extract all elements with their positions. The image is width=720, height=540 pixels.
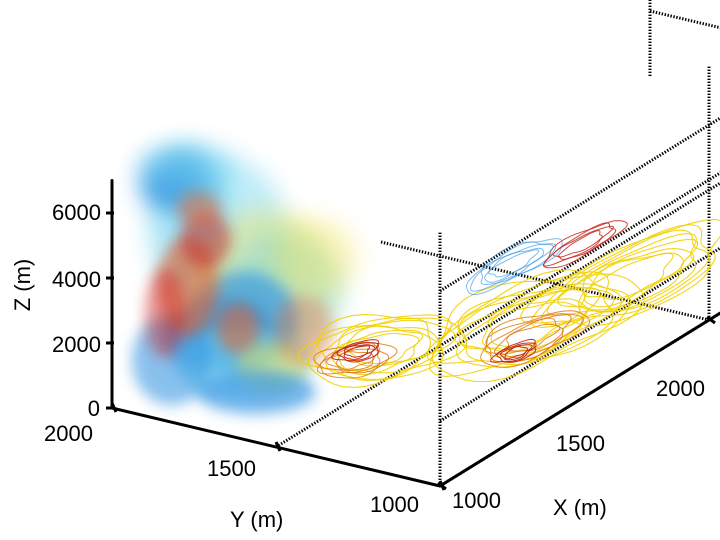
contour-line-5-0 <box>344 345 371 358</box>
contour-line-6-1 <box>499 344 533 361</box>
axis-lines <box>106 179 720 491</box>
x-tick-label-2: 2000 <box>656 376 705 401</box>
contour-line-6-2 <box>496 342 537 363</box>
ground-contours <box>297 218 720 388</box>
contour-line-2-2 <box>578 247 695 311</box>
y-tick-mark-1 <box>274 441 282 452</box>
z-axis-label: Z (m) <box>10 259 35 312</box>
contour-line-2-1 <box>583 252 685 308</box>
contour-line-7-3 <box>542 220 628 269</box>
contour-line-0-7 <box>429 269 632 377</box>
contour-line-2-4 <box>546 232 697 317</box>
z-tick-label-3: 6000 <box>52 200 101 225</box>
y-tick-mark-0 <box>110 402 118 413</box>
contour-line-2-5 <box>540 229 710 325</box>
back-wall-gridline-3 <box>439 116 720 293</box>
contour-line-0-5 <box>456 283 623 368</box>
plume-blob-18 <box>177 190 222 227</box>
plume-blob-14 <box>145 268 186 359</box>
contour-line-0-8 <box>431 273 645 383</box>
contour-line-8-3 <box>469 241 557 292</box>
contour-line-3-2 <box>484 314 572 359</box>
plume-blob-6 <box>268 218 358 299</box>
plume-blob-16 <box>195 369 316 414</box>
contour-line-4-2 <box>319 345 381 374</box>
x-axis-label: X (m) <box>553 495 607 520</box>
y-axis-label: Y (m) <box>230 507 283 532</box>
z-tick-label-2: 4000 <box>52 267 101 292</box>
y-tick-label-2: 1000 <box>370 492 419 517</box>
contour-line-2-3 <box>557 238 699 313</box>
contour-line-4-4 <box>313 342 398 379</box>
y-tick-label-1: 1500 <box>207 456 256 481</box>
y-axis-line <box>110 406 442 488</box>
tick-labels: 0 2000 4000 6000 2000 1500 1000 1000 150… <box>10 200 705 532</box>
x-tick-mark-1 <box>706 315 716 325</box>
contour-line-3-3 <box>485 313 584 363</box>
contour-line-6-3 <box>490 338 537 363</box>
side-wall-gridline-0 <box>649 9 720 30</box>
contour-line-4-1 <box>326 348 379 372</box>
x-tick-mark-0 <box>437 481 447 491</box>
contour-line-3-4 <box>480 310 591 368</box>
z-tick-label-1: 2000 <box>52 332 101 357</box>
y-tick-label-0: 2000 <box>44 421 93 446</box>
contour-line-2-6 <box>530 224 716 329</box>
x-tick-label-0: 1000 <box>452 488 501 513</box>
contour-line-7-1 <box>552 225 615 260</box>
x-tick-label-1: 1500 <box>556 431 605 456</box>
plume-blob-13 <box>216 302 261 355</box>
contour-line-2-0 <box>583 252 674 301</box>
contour-line-8-4 <box>465 238 563 296</box>
contour-line-8-0 <box>487 249 540 278</box>
contour-line-7-0 <box>557 230 603 258</box>
contour-line-5-3 <box>331 339 380 363</box>
contour-line-8-2 <box>480 243 554 286</box>
contour-line-0-0 <box>489 301 581 348</box>
contour-line-7-2 <box>543 222 617 267</box>
contour-line-1-5 <box>316 319 456 380</box>
z-tick-label-0: 0 <box>88 396 100 421</box>
contour-line-2-7 <box>519 218 720 327</box>
contour-line-5-2 <box>336 342 380 362</box>
contour-line-1-7 <box>307 314 467 388</box>
plume-blob-17 <box>273 295 334 366</box>
contour-line-0-6 <box>426 271 614 366</box>
contour-line-1-6 <box>297 314 453 381</box>
contour-line-1-1 <box>335 329 424 367</box>
plume-volume <box>131 143 358 414</box>
